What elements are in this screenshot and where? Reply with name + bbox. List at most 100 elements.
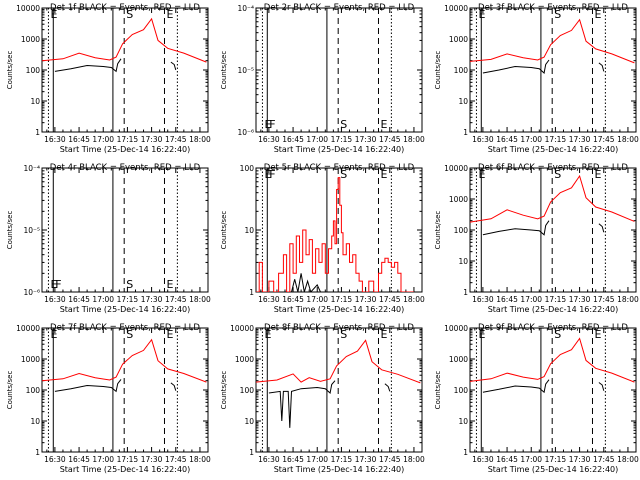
x-axis-label: Start Time (25-Dec-14 16:22:40) — [488, 305, 619, 314]
y-tick-label: 1000 — [21, 355, 40, 364]
x-tick-label: 16:30 — [44, 295, 66, 304]
event-marker-label: S — [340, 168, 347, 181]
y-tick-label: 1000 — [235, 355, 254, 364]
event-marker-label: E — [50, 278, 57, 291]
panel-title: Det 7f BLACK = Events, RED = LLD — [50, 323, 200, 333]
x-tick-label: 16:45 — [68, 135, 90, 144]
y-tick-label: 100 — [454, 226, 469, 235]
lld-series-line — [42, 338, 207, 383]
y-tick-label: 1000 — [449, 35, 468, 44]
x-tick-label: 17:00 — [306, 135, 328, 144]
event-marker-label: F — [269, 118, 275, 131]
panel-title: Det 8f BLACK = Events, RED = LLD — [264, 323, 414, 333]
y-axis-label: Counts/sec — [6, 51, 14, 90]
x-tick-label: 16:45 — [68, 295, 90, 304]
x-tick-label: 17:45 — [165, 135, 187, 144]
x-tick-label: 16:45 — [282, 295, 304, 304]
event-marker-label: E — [478, 328, 485, 341]
y-axis-label: Counts/sec — [434, 51, 442, 90]
y-tick-label: 10⁻⁵ — [237, 66, 254, 75]
events-series-line — [291, 273, 321, 292]
y-axis-label: Counts/sec — [434, 371, 442, 410]
x-tick-label: 17:00 — [92, 135, 114, 144]
x-tick-label: 17:45 — [593, 455, 615, 464]
y-tick-label: 10000 — [444, 4, 468, 13]
x-tick-label: 17:30 — [355, 295, 377, 304]
event-marker-label: S — [340, 328, 347, 341]
event-marker-label: E — [50, 328, 57, 341]
events-series-line — [384, 383, 391, 392]
x-tick-label: 17:00 — [306, 455, 328, 464]
x-tick-label: 17:15 — [545, 455, 567, 464]
lld-series-line — [42, 17, 207, 63]
x-tick-label: 17:45 — [379, 295, 401, 304]
event-marker-label: E — [50, 8, 57, 21]
y-tick-label: 1 — [463, 448, 468, 457]
y-tick-label: 1 — [463, 288, 468, 297]
y-tick-label: 10 — [30, 417, 40, 426]
event-marker-label: S — [340, 118, 347, 131]
y-tick-label: 10 — [458, 97, 468, 106]
y-tick-label: 100 — [240, 386, 255, 395]
plot-frame — [41, 167, 209, 293]
y-tick-label: 10000 — [16, 324, 40, 333]
lld-series-line — [470, 337, 635, 383]
event-marker-label: E — [380, 118, 387, 131]
y-axis-label: Counts/sec — [220, 371, 228, 410]
x-tick-label: 17:15 — [331, 135, 353, 144]
event-marker-label: E — [380, 168, 387, 181]
events-series-line — [268, 380, 336, 428]
x-tick-label: 18:00 — [617, 295, 639, 304]
x-tick-label: 17:30 — [569, 295, 591, 304]
event-marker-label: S — [126, 278, 133, 291]
y-tick-label: 100 — [26, 386, 41, 395]
x-axis-label: Start Time (25-Dec-14 16:22:40) — [274, 465, 405, 474]
plot-frame — [469, 167, 637, 293]
event-marker-label: E — [264, 168, 271, 181]
x-tick-label: 17:45 — [379, 135, 401, 144]
panel-title: Det 6f BLACK = Events, RED = LLD — [478, 163, 628, 173]
y-tick-label: 10000 — [16, 4, 40, 13]
event-marker-label: E — [166, 278, 173, 291]
x-tick-label: 17:15 — [331, 455, 353, 464]
x-tick-label: 16:45 — [282, 455, 304, 464]
x-tick-label: 17:00 — [520, 455, 542, 464]
panel-title: Det 2r BLACK = Events, RED = LLD — [264, 3, 415, 13]
y-tick-label: 1000 — [21, 35, 40, 44]
events-series-line — [482, 220, 550, 236]
x-tick-label: 16:30 — [258, 295, 280, 304]
event-marker-label: S — [126, 328, 133, 341]
x-tick-label: 17:15 — [545, 295, 567, 304]
y-tick-label: 100 — [454, 66, 469, 75]
event-marker-label: E — [594, 8, 601, 21]
event-marker-label: F — [55, 278, 61, 291]
x-tick-label: 18:00 — [403, 135, 425, 144]
event-marker-label: E — [264, 118, 271, 131]
y-tick-label: 10 — [458, 417, 468, 426]
y-tick-label: 100 — [454, 386, 469, 395]
y-tick-label: 1 — [35, 448, 40, 457]
plot-frame — [469, 7, 637, 133]
x-tick-label: 16:45 — [496, 295, 518, 304]
x-tick-label: 17:45 — [379, 455, 401, 464]
events-series-line — [482, 59, 550, 74]
y-tick-label: 10000 — [444, 164, 468, 173]
y-tick-label: 10 — [244, 226, 254, 235]
x-axis-label: Start Time (25-Dec-14 16:22:40) — [60, 305, 191, 314]
y-tick-label: 100 — [26, 66, 41, 75]
y-tick-label: 1 — [35, 128, 40, 137]
x-tick-label: 17:45 — [593, 295, 615, 304]
x-tick-label: 17:45 — [165, 295, 187, 304]
event-marker-label: E — [380, 328, 387, 341]
event-marker-label: S — [554, 328, 561, 341]
panel-title: Det 1f BLACK = Events, RED = LLD — [50, 3, 200, 13]
x-tick-label: 17:30 — [569, 135, 591, 144]
y-tick-label: 10⁻⁶ — [237, 128, 254, 137]
